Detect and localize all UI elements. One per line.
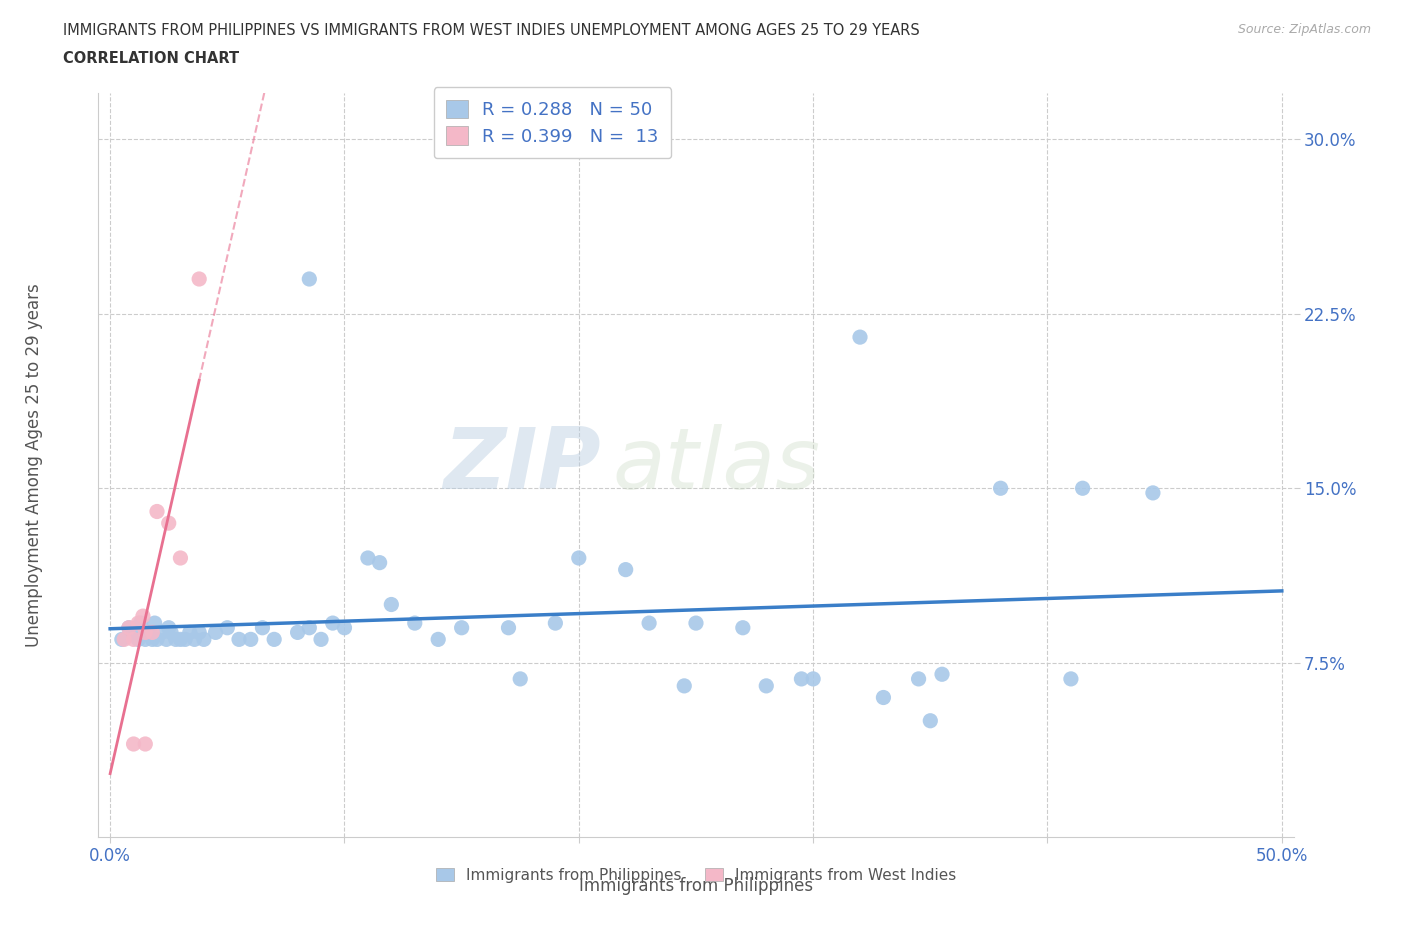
Point bbox=[990, 481, 1012, 496]
X-axis label: Immigrants from Philippines: Immigrants from Philippines bbox=[579, 877, 813, 895]
Point bbox=[544, 616, 567, 631]
Point bbox=[298, 272, 321, 286]
Point bbox=[263, 632, 285, 647]
Point bbox=[333, 620, 356, 635]
Point bbox=[217, 620, 239, 635]
Point bbox=[228, 632, 250, 647]
Point bbox=[134, 625, 156, 640]
Point bbox=[165, 632, 187, 647]
Point bbox=[122, 737, 145, 751]
Point bbox=[1060, 671, 1083, 686]
Y-axis label: Unemployment Among Ages 25 to 29 years: Unemployment Among Ages 25 to 29 years bbox=[25, 283, 42, 647]
Legend: Immigrants from Philippines, Immigrants from West Indies: Immigrants from Philippines, Immigrants … bbox=[429, 861, 963, 889]
Point bbox=[179, 625, 201, 640]
Text: IMMIGRANTS FROM PHILIPPINES VS IMMIGRANTS FROM WEST INDIES UNEMPLOYMENT AMONG AG: IMMIGRANTS FROM PHILIPPINES VS IMMIGRANT… bbox=[63, 23, 920, 38]
Text: atlas: atlas bbox=[613, 423, 820, 507]
Point bbox=[160, 625, 183, 640]
Point bbox=[141, 632, 163, 647]
Point bbox=[1142, 485, 1164, 500]
Point bbox=[157, 620, 180, 635]
Point bbox=[143, 616, 166, 631]
Point bbox=[122, 625, 145, 640]
Point bbox=[169, 632, 191, 647]
Point bbox=[920, 713, 942, 728]
Point bbox=[122, 632, 145, 647]
Point bbox=[127, 616, 149, 631]
Point bbox=[155, 632, 177, 647]
Point bbox=[146, 504, 169, 519]
Text: Source: ZipAtlas.com: Source: ZipAtlas.com bbox=[1237, 23, 1371, 36]
Point bbox=[134, 632, 156, 647]
Point bbox=[298, 620, 321, 635]
Point bbox=[188, 625, 211, 640]
Point bbox=[127, 632, 149, 647]
Point bbox=[118, 620, 141, 635]
Point bbox=[239, 632, 262, 647]
Point bbox=[129, 616, 152, 631]
Point bbox=[112, 632, 135, 647]
Point bbox=[801, 671, 824, 686]
Point bbox=[287, 625, 309, 640]
Point bbox=[141, 625, 163, 640]
Point bbox=[731, 620, 754, 635]
Point bbox=[638, 616, 661, 631]
Point bbox=[118, 620, 141, 635]
Point bbox=[204, 625, 226, 640]
Point bbox=[931, 667, 953, 682]
Point bbox=[872, 690, 894, 705]
Point bbox=[252, 620, 274, 635]
Point bbox=[368, 555, 391, 570]
Text: ZIP: ZIP bbox=[443, 423, 600, 507]
Point bbox=[907, 671, 929, 686]
Point bbox=[174, 632, 197, 647]
Point bbox=[132, 609, 155, 624]
Point bbox=[322, 616, 344, 631]
Point bbox=[755, 679, 778, 694]
Point bbox=[404, 616, 426, 631]
Point bbox=[790, 671, 813, 686]
Point bbox=[509, 671, 531, 686]
Point bbox=[183, 632, 205, 647]
Point bbox=[150, 625, 173, 640]
Point bbox=[568, 551, 591, 565]
Point bbox=[450, 620, 472, 635]
Point bbox=[193, 632, 215, 647]
Point bbox=[309, 632, 332, 647]
Point bbox=[614, 562, 637, 577]
Point bbox=[673, 679, 696, 694]
Point bbox=[136, 625, 159, 640]
Point bbox=[849, 330, 872, 345]
Point bbox=[427, 632, 450, 647]
Point bbox=[134, 737, 156, 751]
Point bbox=[380, 597, 402, 612]
Text: CORRELATION CHART: CORRELATION CHART bbox=[63, 51, 239, 66]
Point bbox=[1071, 481, 1094, 496]
Point bbox=[498, 620, 520, 635]
Point bbox=[157, 515, 180, 530]
Point bbox=[685, 616, 707, 631]
Point bbox=[169, 551, 191, 565]
Point bbox=[146, 632, 169, 647]
Point bbox=[357, 551, 380, 565]
Point bbox=[188, 272, 211, 286]
Point bbox=[111, 632, 134, 647]
